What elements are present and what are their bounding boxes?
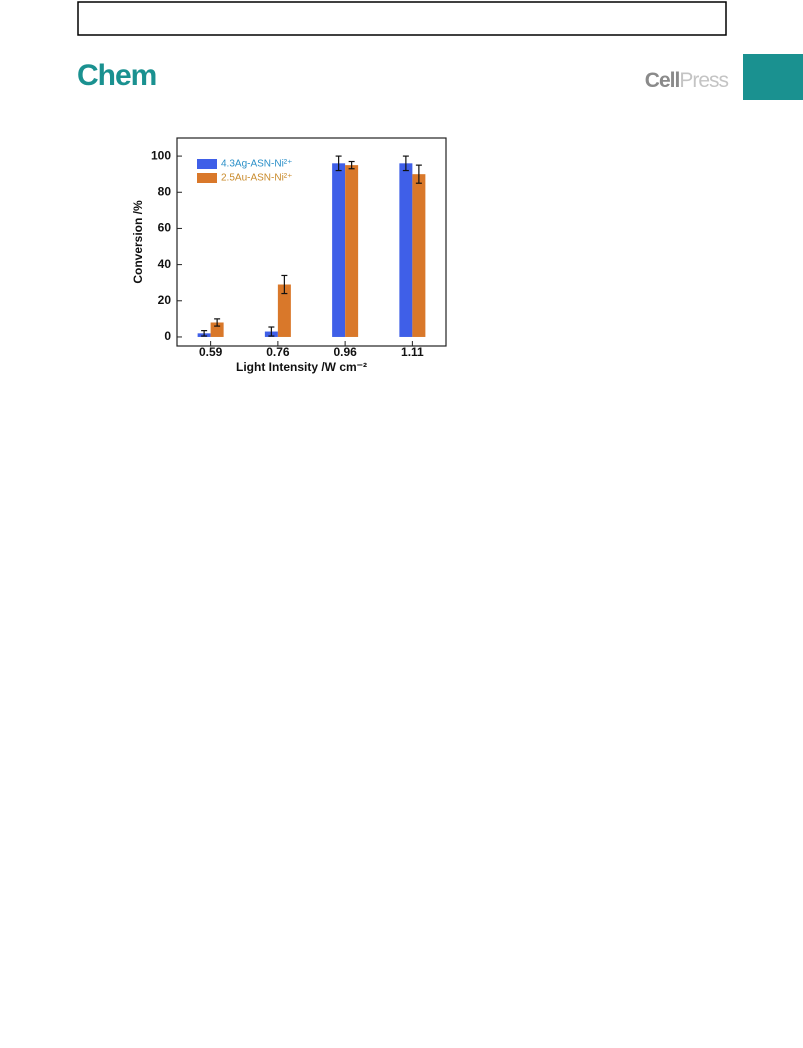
y-tick-label: 60 — [158, 221, 172, 235]
y-axis-label: Conversion /% — [131, 200, 145, 284]
legend-swatch — [197, 173, 217, 183]
x-tick-label: 0.59 — [199, 345, 223, 359]
legend-swatch — [197, 159, 217, 169]
y-tick-label: 80 — [158, 184, 172, 198]
error-bar — [201, 330, 208, 337]
error-bar — [268, 326, 275, 337]
error-bar — [348, 160, 355, 170]
x-axis-label: Light Intensity /W cm⁻² — [236, 360, 367, 374]
y-tick-label: 20 — [158, 293, 172, 307]
error-bar — [335, 155, 342, 172]
bar — [332, 163, 346, 337]
error-bar — [415, 164, 422, 184]
x-tick-label: 0.76 — [266, 345, 290, 359]
chart: 0 20 40 60 80 100 Conversion /% Light Intensity… — [131, 137, 447, 374]
x-tick-label: 0.96 — [333, 345, 357, 359]
error-bar — [214, 318, 221, 327]
journal-logo: Chem — [77, 59, 156, 92]
bar — [399, 163, 413, 337]
y-tick-label: 100 — [151, 148, 171, 162]
top-box — [77, 1, 727, 36]
bar — [210, 322, 224, 337]
publisher-press: Press — [679, 69, 728, 92]
legend-label: 2.5Au-ASN-Ni²⁺ — [221, 173, 292, 184]
y-tick-label: 40 — [158, 257, 172, 271]
publisher-cell: Cell — [645, 69, 680, 92]
bar — [277, 284, 291, 337]
plot-frame — [176, 137, 447, 347]
corner-tab — [743, 54, 803, 100]
error-bar — [402, 155, 409, 172]
error-bar — [281, 274, 288, 295]
bar — [412, 174, 426, 337]
bar — [345, 165, 359, 337]
y-tick-label: 0 — [164, 329, 171, 343]
x-tick-label: 1.11 — [401, 345, 424, 359]
legend-label: 4.3Ag-ASN-Ni²⁺ — [221, 159, 292, 170]
publisher-logo: CellPress — [645, 69, 729, 92]
